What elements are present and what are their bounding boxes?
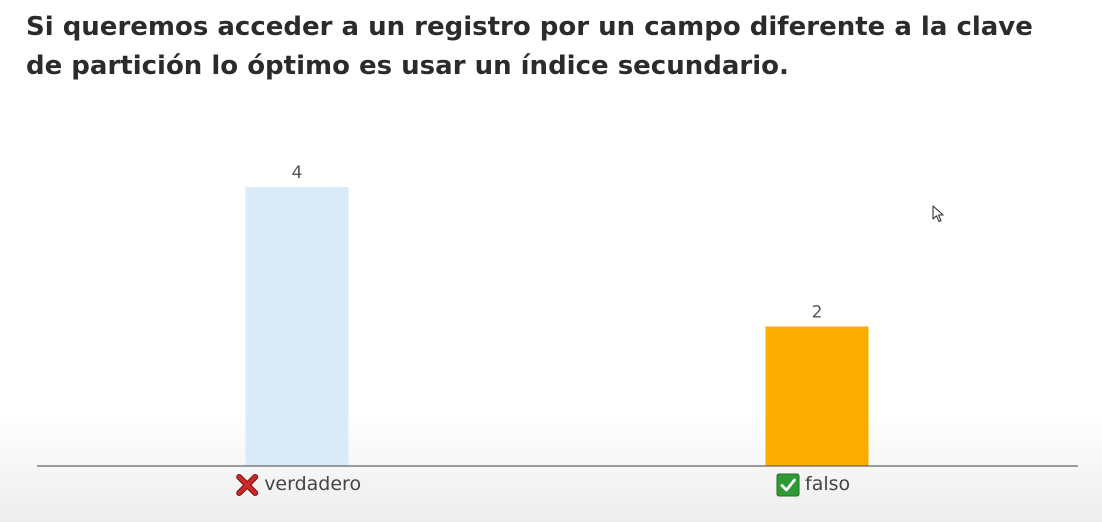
value-label: 4 [292, 163, 303, 183]
bar-falso [765, 326, 869, 466]
category-label: verdadero [264, 473, 361, 495]
cross-mark-icon [237, 475, 258, 495]
value-label: 2 [812, 303, 823, 323]
bar-verdadero [245, 187, 349, 466]
check-mark-glyph [780, 478, 796, 492]
question-title: Si queremos acceder a un registro por un… [26, 12, 1033, 81]
mouse-cursor-icon [932, 205, 944, 223]
check-mark-icon [776, 473, 800, 497]
category-label: falso [805, 473, 850, 495]
